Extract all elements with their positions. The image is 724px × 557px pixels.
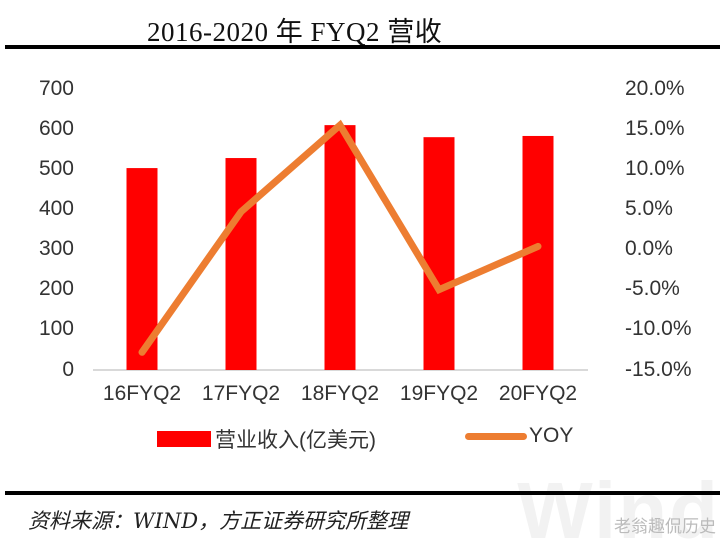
x-axis-label: 18FYQ2: [300, 382, 380, 405]
right-axis-tick: -5.0%: [625, 277, 680, 300]
plot-area: [93, 119, 588, 371]
watermark-text: 老翁趣侃历史: [614, 517, 716, 536]
x-axis-label: 16FYQ2: [102, 382, 182, 405]
left-axis-tick: 600: [38, 117, 74, 140]
chart-title: 2016-2020 年 FYQ2 营收: [147, 17, 443, 47]
legend-item-yoy: YOY: [465, 424, 573, 448]
left-axis-tick: 200: [38, 277, 74, 300]
right-axis-tick: 15.0%: [625, 117, 685, 140]
top-rule: [5, 45, 720, 49]
revenue-bar: [423, 137, 455, 370]
legend-label-revenue: 营业收入(亿美元): [215, 429, 376, 452]
revenue-bar: [324, 125, 356, 370]
right-axis-tick: 20.0%: [625, 77, 685, 100]
left-axis-tick: 400: [38, 197, 74, 220]
right-axis-tick: 5.0%: [625, 197, 673, 220]
legend-item-revenue: 营业收入(亿美元): [157, 424, 376, 454]
x-axis-label: 19FYQ2: [399, 382, 479, 405]
source-note: 资料来源：WIND，方正证券研究所整理: [28, 509, 409, 533]
wind-watermark: Wind: [517, 466, 720, 555]
right-axis-tick: -10.0%: [625, 317, 692, 340]
x-axis-label: 20FYQ2: [498, 382, 578, 405]
left-axis-tick: 0: [62, 358, 74, 381]
revenue-bar: [225, 158, 257, 370]
legend-label-yoy: YOY: [529, 424, 574, 447]
bar-swatch-icon: [157, 431, 211, 447]
left-axis-tick: 500: [38, 157, 74, 180]
left-axis-tick: 300: [38, 237, 74, 260]
line-swatch-icon: [465, 432, 527, 440]
right-axis-tick: -15.0%: [625, 358, 692, 381]
bottom-rule: [5, 491, 720, 495]
left-axis-tick: 700: [38, 77, 74, 100]
left-axis-tick: 100: [38, 317, 74, 340]
right-axis-tick: 0.0%: [625, 237, 673, 260]
right-axis-tick: 10.0%: [625, 157, 685, 180]
yoy-line: [138, 119, 542, 356]
revenue-bars: [126, 125, 554, 370]
x-axis-label: 17FYQ2: [201, 382, 281, 405]
